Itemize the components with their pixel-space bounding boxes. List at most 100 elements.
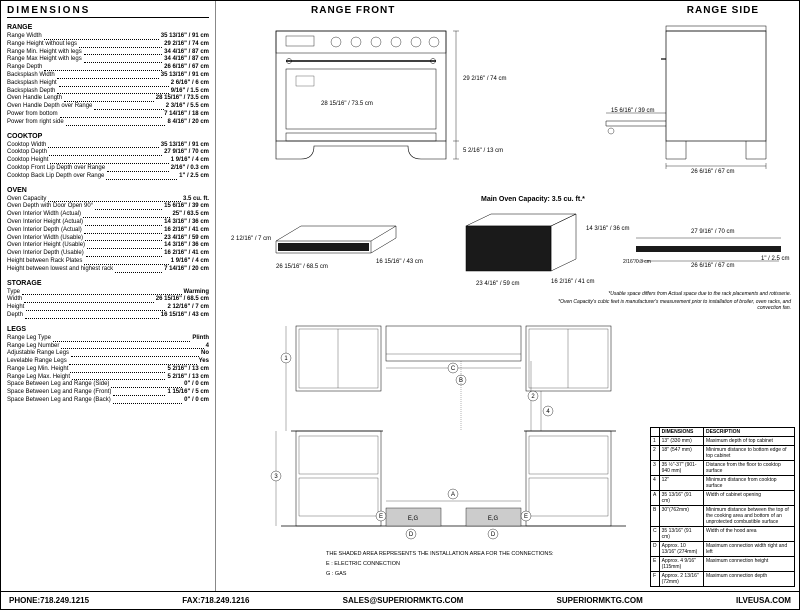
spec-value: 28 15/16" / 73.5 cm [156,95,209,103]
spec-row: Width 26 15/16" / 68.5 cm [7,296,209,304]
dim-depth: 26 6/16" / 67 cm [691,169,735,175]
side-label: RANGE SIDE [687,5,759,16]
range-side-svg [576,21,786,181]
spec-value: 15 6/16" / 39 cm [164,203,209,211]
spec-label: Cooktop Back Lip Depth over Range [7,173,104,181]
spec-label: Backsplash Depth [7,88,55,96]
install-e: E : ELECTRIC CONNECTION [326,561,400,567]
spec-value: 16 2/16" / 41 cm [164,250,209,258]
main-capacity: Main Oven Capacity: 3.5 cu. ft.* [481,196,585,203]
spec-row: Type Warming [7,289,209,297]
spec-label: Power from bottom [7,111,58,119]
footer-fax: FAX:718.249.1216 [182,596,249,605]
spec-value: Yes [199,358,209,366]
spec-label: Height between Rack Plates [7,258,82,266]
spec-value: 26 15/16" / 68.5 cm [156,296,209,304]
dim-drawer-w: 26 15/16" / 68.5 cm [276,264,328,270]
spec-row: Oven Interior Depth (Actual)16 2/16" / 4… [7,227,209,235]
spec-row: Range Max Height with legs34 4/16" / 87 … [7,56,209,64]
spec-value: 2 12/16" / 7 cm [167,304,209,312]
spec-label: Oven Handle Depth over Range [7,103,92,111]
spec-label: Oven Interior Width (Actual) [7,211,81,219]
spec-row: Power from right side8 4/16" / 20 cm [7,119,209,127]
subsection-storage: STORAGE [7,280,209,287]
spec-value: 1" / 2.5 cm [179,173,209,181]
spec-label: Space Between Leg and Range (Front) [7,389,111,397]
spec-value: 35 13/16" / 91 cm [161,33,209,41]
table-header: DIMENSIONS [659,428,703,437]
spec-label: Space Between Leg and Range (Back) [7,397,111,405]
spec-label: Adjustable Range Legs [7,350,69,358]
subsection-oven: OVEN [7,187,209,194]
spec-row: Height between lowest and highest rack7 … [7,266,209,274]
dim-drawer-h: 2 12/16" / 7 cm [231,236,271,242]
spec-row: Oven Handle Length 28 15/16" / 73.5 cm [7,95,209,103]
subsection-cooktop: COOKTOP [7,133,209,140]
spec-row: Range Height without legs29 2/16" / 74 c… [7,41,209,49]
spec-value: Warming [184,289,209,297]
spec-label: Cooktop Depth [7,149,47,157]
footer: PHONE:718.249.1215 FAX:718.249.1216 SALE… [1,591,799,609]
spec-label: Range Depth [7,64,42,72]
footer-brand: ILVEUSA.COM [736,596,791,605]
svg-text:E,G: E,G [408,516,419,522]
dimension-table: DIMENSIONSDESCRIPTION 113" (330 mm)Maxim… [650,427,795,587]
dim-ct-d: 26 6/16" / 67 cm [691,263,735,269]
spec-value: 7 14/16" / 18 cm [164,111,209,119]
spec-label: Height between lowest and highest rack [7,266,113,274]
table-header: DESCRIPTION [703,428,794,437]
spec-row: Power from bottom 7 14/16" / 18 cm [7,111,209,119]
spec-label: Space Between Leg and Range (Side) [7,381,109,389]
spec-label: Backsplash Height [7,80,57,88]
spec-row: Range Width35 13/16" / 91 cm [7,33,209,41]
spec-value: 14 3/16" / 36 cm [164,242,209,250]
dim-ct-w: 27 9/16" / 70 cm [691,229,735,235]
svg-text:C: C [451,366,456,372]
spec-value: 25" / 63.5 cm [172,211,209,219]
spec-row: Oven Handle Depth over Range2 3/16" / 5.… [7,103,209,111]
spec-label: Type [7,289,20,297]
page-title: DIMENSIONS [7,5,209,18]
spec-row: Height between Rack Plates1 9/16" / 4 cm [7,258,209,266]
spec-row: Backsplash Depth9/16" / 1.5 cm [7,88,209,96]
spec-value: 1 15/16" / 5 cm [167,389,209,397]
spec-row: Space Between Leg and Range (Back)0" / 0… [7,397,209,405]
spec-row: Cooktop Depth27 9/16" / 70 cm [7,149,209,157]
spec-label: Backsplash Width [7,72,55,80]
dim-drawer-d: 16 15/16" / 43 cm [376,259,423,265]
table-row: 412"Minimum distance from cooktop surfac… [651,476,795,491]
subsection-legs: LEGS [7,326,209,333]
spec-value: 16 2/16" / 41 cm [164,227,209,235]
spec-label: Width [7,296,22,304]
spec-row: Oven Interior Height (Actual)14 3/16" / … [7,219,209,227]
spec-row: Range Depth26 6/16" / 67 cm [7,64,209,72]
spec-label: Oven Interior Depth (Usable) [7,250,84,258]
spec-row: Range Leg Number4 [7,343,209,351]
spec-label: Oven Handle Length [7,95,62,103]
spec-label: Range Leg Max. Height [7,374,70,382]
svg-text:E: E [379,514,383,520]
spec-value: 16 15/16" / 43 cm [161,312,209,320]
spec-row: Oven Interior Height (Usable)14 3/16" / … [7,242,209,250]
specs-column: DIMENSIONS RANGERange Width35 13/16" / 9… [1,1,216,591]
dim-door: 15 6/16" / 39 cm [611,108,655,114]
spec-row: Cooktop Width35 13/16" / 91 cm [7,142,209,150]
spec-label: Oven Capacity [7,196,46,204]
spec-row: Range Leg Min. Height5 2/16" / 13 cm [7,366,209,374]
spec-value: 29 2/16" / 74 cm [164,41,209,49]
dim-oven-h: 14 3/16" / 36 cm [586,226,630,232]
spec-row: Backsplash Width35 13/16" / 91 cm [7,72,209,80]
dim-oven-d: 16 2/16" / 41 cm [551,279,595,285]
spec-label: Depth [7,312,23,320]
spec-row: Backsplash Height2 6/16" / 6 cm [7,80,209,88]
spec-row: Adjustable Range LegsNo [7,350,209,358]
note-capacity: *Oven Capacity's cubic feet is manufactu… [551,299,791,311]
footer-web: SUPERIORMKTG.COM [557,596,643,605]
spec-value: 5 2/16" / 13 cm [167,366,209,374]
spec-label: Oven Depth with Door Open 90° [7,203,93,211]
spec-value: 5 2/16" / 13 cm [167,374,209,382]
spec-row: Oven Interior Width (Actual) 25" / 63.5 c… [7,211,209,219]
spec-row: Oven Capacity3.5 cu. ft. [7,196,209,204]
front-label: RANGE FRONT [311,5,395,16]
table-row: C35 13/16" (91 cm)Width of the hood area [651,527,795,542]
